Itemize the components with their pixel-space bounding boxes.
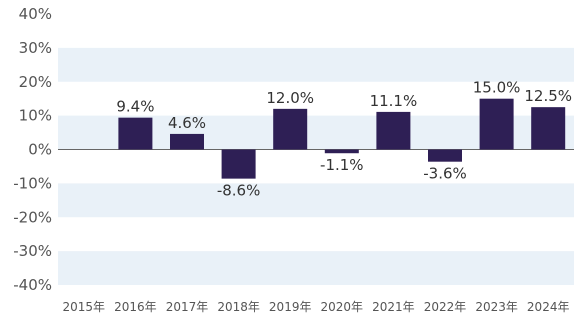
grid-band	[58, 251, 574, 285]
x-tick-5: 2020年	[321, 300, 364, 314]
grid-band	[58, 183, 574, 218]
grid-band	[58, 47, 574, 82]
bar-5	[324, 149, 359, 154]
y-axis-ticks: 40% 30% 20% 10% 0% -10% -20% -30% -40%	[13, 5, 52, 294]
bar-4	[273, 108, 308, 150]
y-tick-6: -20%	[13, 208, 52, 226]
data-label-4: 12.0%	[266, 89, 314, 107]
bar-1	[118, 117, 153, 150]
x-tick-2: 2017年	[166, 300, 209, 314]
y-tick-1: 30%	[19, 39, 52, 57]
x-tick-7: 2022年	[424, 300, 467, 314]
bars	[118, 98, 566, 179]
data-label-8: 15.0%	[473, 79, 521, 97]
y-tick-2: 20%	[19, 73, 52, 91]
x-tick-8: 2023年	[475, 300, 518, 314]
y-tick-4: 0%	[28, 141, 52, 159]
x-tick-3: 2018年	[217, 300, 260, 314]
data-label-2: 4.6%	[168, 114, 206, 132]
y-tick-7: -30%	[13, 242, 52, 260]
bar-7	[428, 149, 462, 162]
data-label-5: -1.1%	[320, 156, 364, 174]
data-label-3: -8.6%	[217, 182, 261, 200]
x-tick-9: 2024年	[527, 300, 570, 314]
bar-9	[531, 107, 566, 150]
data-label-1: 9.4%	[116, 98, 154, 116]
x-tick-1: 2016年	[114, 300, 157, 314]
data-label-7: -3.6%	[423, 165, 467, 183]
y-tick-3: 10%	[19, 107, 52, 125]
y-tick-0: 40%	[19, 5, 52, 23]
data-label-6: 11.1%	[370, 92, 418, 110]
y-tick-8: -40%	[13, 276, 52, 294]
bar-6	[376, 111, 411, 150]
bar-8	[479, 98, 514, 150]
x-axis-ticks: 2015年 2016年 2017年 2018年 2019年 2020年 2021年 2022年…	[63, 300, 570, 314]
x-tick-0: 2015年	[63, 300, 106, 314]
y-tick-5: -10%	[13, 174, 52, 192]
data-label-9: 12.5%	[524, 87, 572, 105]
data-labels: 9.4% 4.6% -8.6% 12.0% -1.1% 11.1% -3.6% 15.0% 12…	[116, 79, 572, 200]
bar-3	[221, 149, 256, 179]
x-tick-6: 2021年	[372, 300, 415, 314]
x-tick-4: 2019年	[269, 300, 312, 314]
bar-2	[170, 133, 204, 150]
